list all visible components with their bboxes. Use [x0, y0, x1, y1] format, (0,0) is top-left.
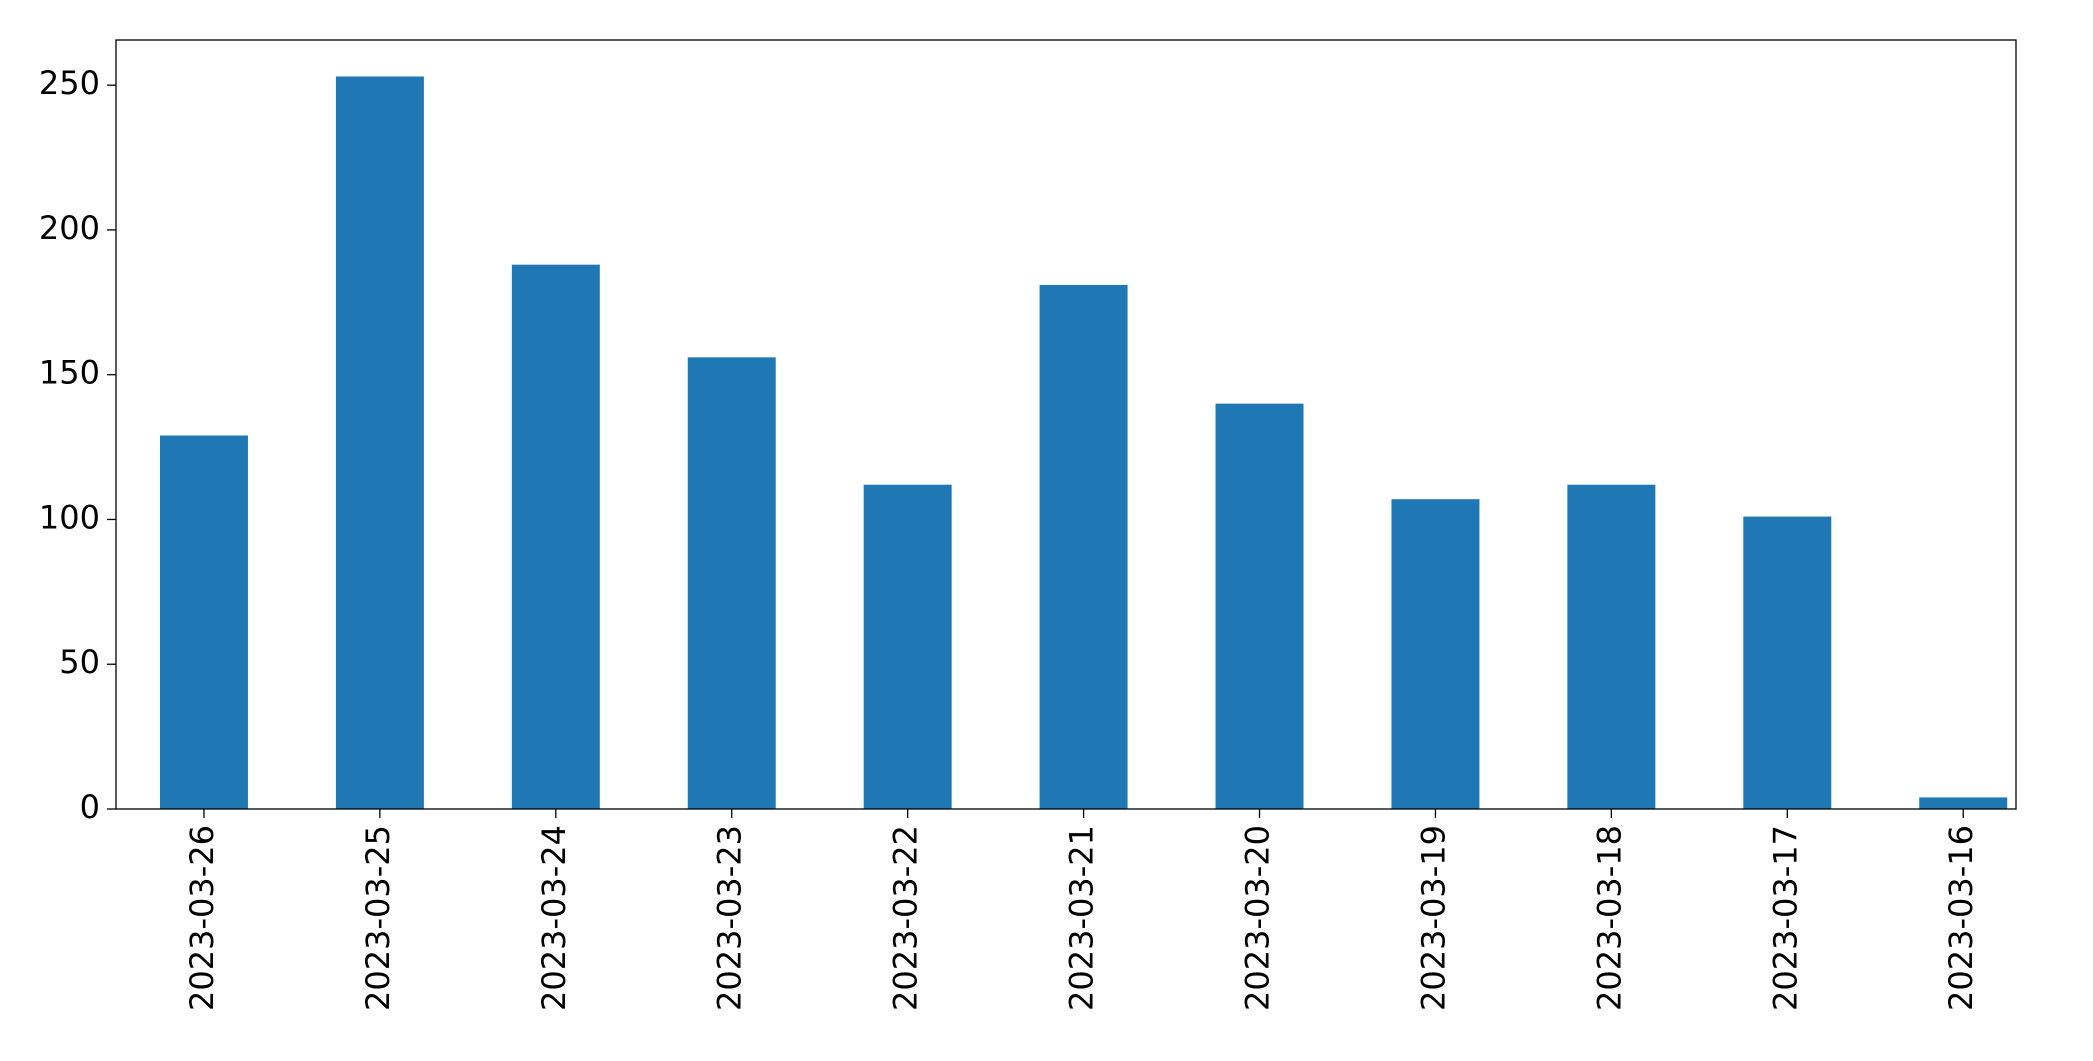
- x-tick-label: 2023-03-23: [711, 825, 749, 1011]
- x-tick-label: 2023-03-17: [1766, 825, 1804, 1011]
- x-tick-label: 2023-03-20: [1239, 825, 1277, 1011]
- bar: [1039, 284, 1128, 809]
- bar: [511, 264, 600, 809]
- plot-frame: [115, 39, 2017, 810]
- bar: [1215, 403, 1304, 809]
- y-tick-label: 200: [39, 209, 100, 247]
- bar: [687, 357, 776, 809]
- bar: [1919, 797, 2008, 809]
- x-tick-label: 2023-03-22: [887, 825, 925, 1011]
- y-tick-label: 0: [80, 788, 100, 826]
- x-tick-label: 2023-03-25: [359, 825, 397, 1011]
- bar: [335, 76, 424, 809]
- x-tick-label: 2023-03-21: [1063, 825, 1101, 1011]
- bar: [1567, 484, 1656, 809]
- x-tick-label: 2023-03-24: [535, 825, 573, 1011]
- bar: [863, 484, 952, 809]
- bar: [1743, 516, 1832, 809]
- y-tick-label: 150: [39, 354, 100, 392]
- y-tick-label: 250: [39, 64, 100, 102]
- x-tick-label: 2023-03-18: [1590, 825, 1628, 1011]
- y-tick-label: 100: [39, 498, 100, 536]
- x-tick-label: 2023-03-26: [183, 825, 221, 1011]
- bar: [159, 435, 248, 809]
- bar: [1391, 499, 1480, 809]
- y-tick-label: 50: [59, 643, 100, 681]
- x-tick-label: 2023-03-19: [1414, 825, 1452, 1011]
- x-tick-label: 2023-03-16: [1942, 825, 1980, 1011]
